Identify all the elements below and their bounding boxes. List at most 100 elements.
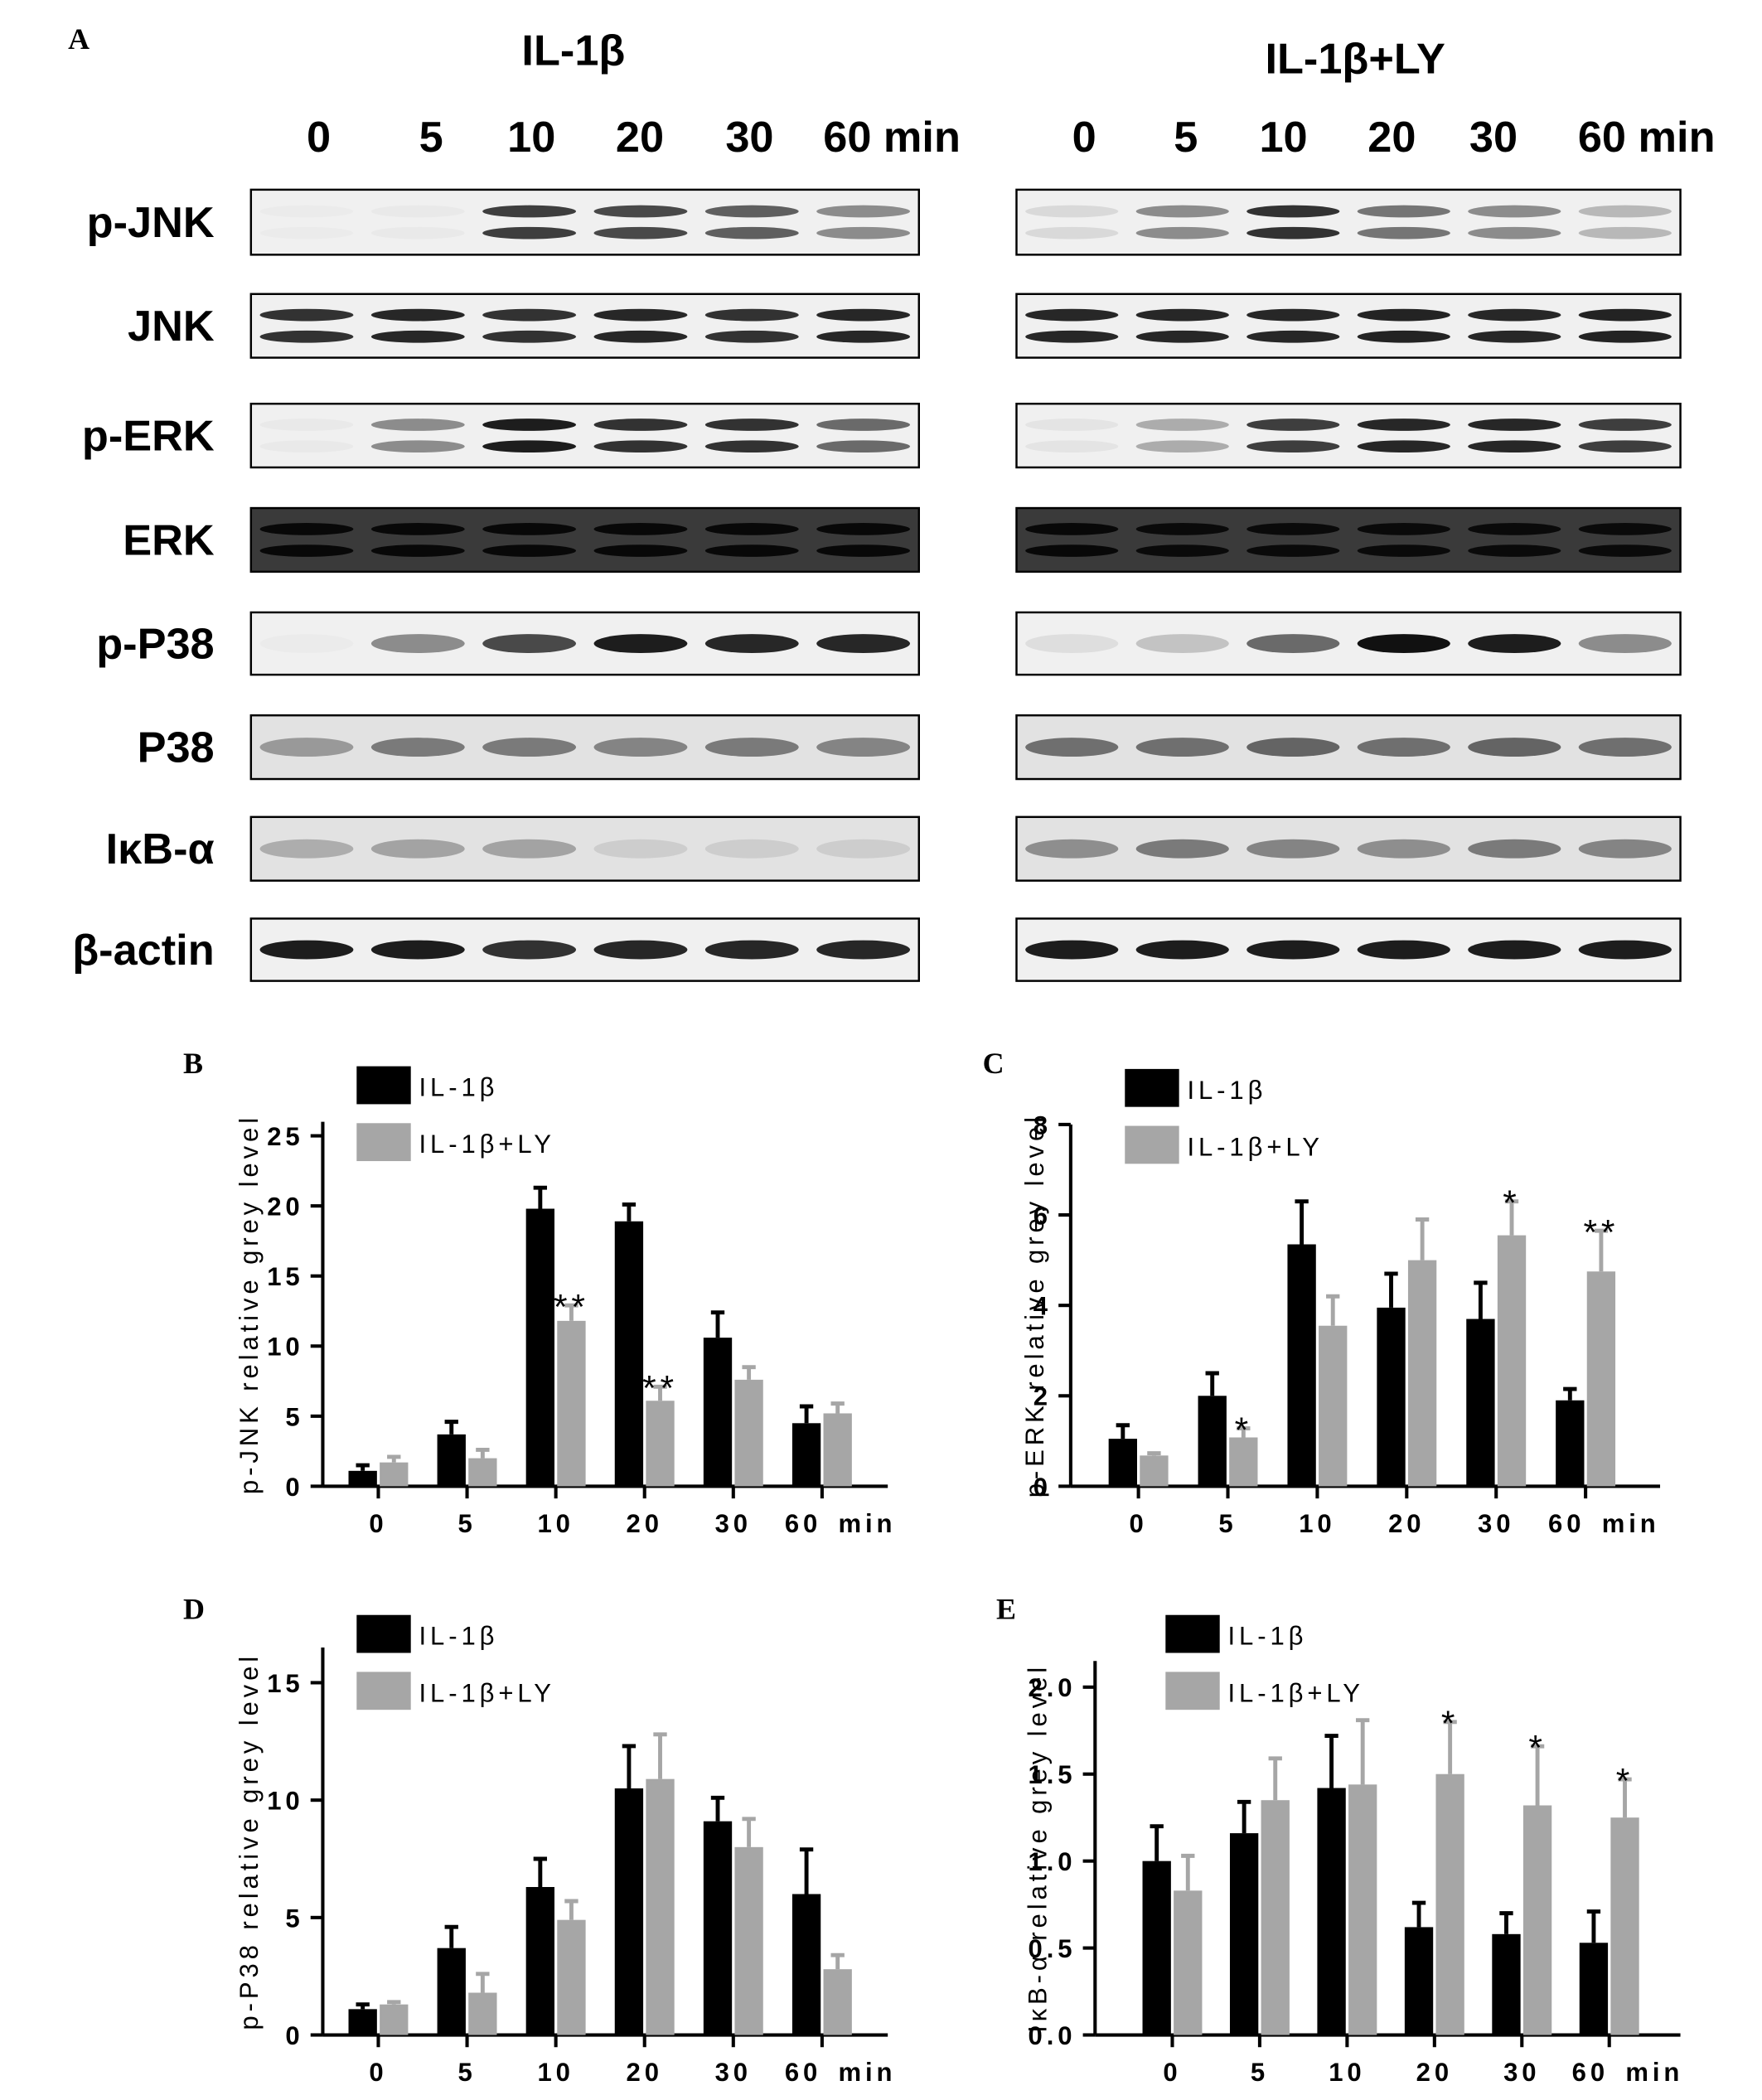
blot-band bbox=[1025, 634, 1119, 653]
bar bbox=[1435, 1773, 1464, 2035]
protein-label: JNK bbox=[128, 302, 215, 351]
blot-band bbox=[704, 523, 799, 535]
lane-label: 20 bbox=[1367, 114, 1416, 162]
blot-band bbox=[593, 523, 688, 535]
significance-mark: ** bbox=[1583, 1213, 1619, 1252]
blot-band bbox=[1468, 523, 1561, 535]
blot-band bbox=[593, 839, 688, 859]
y-tick-label: 20 bbox=[267, 1193, 303, 1222]
lane-label: 5 bbox=[419, 114, 443, 162]
blot-band bbox=[370, 330, 465, 343]
bar bbox=[1407, 1260, 1437, 1487]
blot-box bbox=[249, 917, 921, 982]
blot-band bbox=[816, 634, 911, 653]
group-title: IL-1β+LY bbox=[1265, 35, 1445, 83]
blot-band bbox=[370, 634, 465, 653]
blot-band bbox=[704, 440, 799, 453]
y-axis-label: p-ERK relative grey level bbox=[1020, 1113, 1049, 1498]
protein-label: IκB-α bbox=[106, 825, 215, 873]
significance-mark: * bbox=[1235, 1411, 1252, 1450]
blot-band bbox=[1246, 839, 1340, 859]
protein-label: p-ERK bbox=[82, 413, 215, 461]
blot-band bbox=[1468, 308, 1561, 322]
bar bbox=[734, 1846, 763, 2035]
blot-band bbox=[1135, 634, 1229, 653]
legend-label: IL-1β+LY bbox=[419, 1678, 555, 1707]
blot-band bbox=[704, 419, 799, 431]
lane-label: 10 bbox=[507, 114, 555, 162]
blot-band bbox=[593, 544, 688, 557]
blot-band bbox=[1468, 226, 1561, 240]
legend-swatch bbox=[1125, 1068, 1179, 1107]
bar bbox=[1579, 1943, 1609, 2035]
x-tick-label: 5 bbox=[1251, 2058, 1269, 2087]
blot-band bbox=[482, 308, 577, 322]
blot-band bbox=[704, 634, 799, 653]
blot-band bbox=[1135, 205, 1229, 218]
y-axis-label: p-JNK relative grey level bbox=[235, 1114, 264, 1494]
blot-band bbox=[1357, 544, 1450, 557]
bar bbox=[1317, 1788, 1346, 2035]
y-tick-label: 15 bbox=[267, 1262, 303, 1291]
blot-band bbox=[259, 330, 354, 343]
blot-band bbox=[259, 738, 354, 757]
y-tick-label: 1.0 bbox=[1029, 1847, 1077, 1876]
blot-band bbox=[1246, 330, 1340, 343]
blot-band bbox=[1357, 308, 1450, 322]
legend-swatch bbox=[356, 1066, 411, 1105]
blot-band bbox=[1578, 544, 1672, 557]
lane-label: 60 min bbox=[1578, 114, 1716, 162]
blot-band bbox=[260, 440, 354, 452]
bar bbox=[703, 1338, 733, 1487]
blot-band bbox=[1025, 440, 1119, 453]
x-tick-label: 0 bbox=[1163, 2058, 1181, 2087]
y-tick-label: 2.0 bbox=[1029, 1673, 1077, 1702]
blot-band bbox=[370, 308, 465, 322]
blot-box bbox=[1015, 506, 1682, 573]
blot-band bbox=[1246, 544, 1340, 557]
blot-band bbox=[1578, 440, 1672, 453]
legend-swatch bbox=[1165, 1672, 1220, 1710]
x-tick-label: 60 bbox=[785, 2058, 821, 2087]
y-tick-label: 0 bbox=[1033, 1473, 1052, 1502]
blot-band bbox=[482, 205, 577, 218]
blot-band bbox=[704, 738, 799, 757]
blot-band bbox=[1578, 330, 1672, 343]
blot-band bbox=[593, 330, 688, 343]
blot-band bbox=[1025, 419, 1119, 431]
blot-band bbox=[704, 205, 799, 218]
blot-band bbox=[1578, 738, 1672, 757]
significance-mark: ** bbox=[554, 1289, 589, 1328]
legend-label: IL-1β bbox=[419, 1622, 499, 1651]
bar bbox=[557, 1320, 586, 1487]
blot-band bbox=[1357, 634, 1450, 653]
blot-band bbox=[1578, 634, 1672, 653]
blot-band bbox=[1025, 839, 1119, 859]
panel-letter: B bbox=[183, 1047, 203, 1080]
bar bbox=[1497, 1235, 1527, 1487]
legend-swatch bbox=[356, 1123, 411, 1162]
bar bbox=[646, 1778, 675, 2035]
blot-band bbox=[1578, 226, 1672, 240]
blot-band bbox=[816, 440, 911, 453]
blot-band bbox=[816, 523, 911, 535]
legend-swatch bbox=[356, 1614, 411, 1653]
bar bbox=[646, 1401, 675, 1487]
blot-band bbox=[370, 738, 465, 757]
blot-band bbox=[482, 940, 577, 960]
x-tick-label: 10 bbox=[537, 2058, 574, 2087]
blot-band bbox=[593, 440, 688, 453]
blot-band bbox=[1025, 523, 1119, 535]
y-tick-label: 1.5 bbox=[1029, 1760, 1077, 1789]
blot-band bbox=[1246, 440, 1340, 453]
lane-label: 0 bbox=[307, 114, 331, 162]
blot-band bbox=[1246, 226, 1340, 240]
bar bbox=[734, 1379, 763, 1487]
y-tick-label: 0 bbox=[285, 2021, 303, 2050]
x-tick-label: 30 bbox=[1503, 2058, 1540, 2087]
significance-mark: * bbox=[1441, 1705, 1459, 1744]
x-tick-label: 20 bbox=[627, 2058, 663, 2087]
y-tick-label: 10 bbox=[267, 1333, 303, 1362]
y-tick-label: 2 bbox=[1033, 1382, 1052, 1411]
